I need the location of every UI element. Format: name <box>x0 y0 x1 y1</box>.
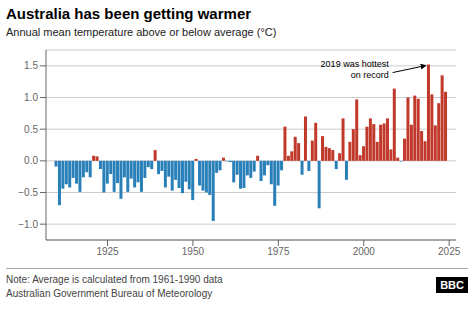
svg-text:−0.5: −0.5 <box>18 187 38 198</box>
svg-text:1975: 1975 <box>267 246 290 257</box>
html-text:BBC: BBC <box>440 279 464 291</box>
svg-text:1950: 1950 <box>182 246 205 257</box>
svg-text:1.5: 1.5 <box>24 60 38 71</box>
html-text:Australian Government Bureau o: Australian Government Bureau of Meteorol… <box>6 288 213 299</box>
svg-text:−1.0: −1.0 <box>18 219 38 230</box>
svg-text:1925: 1925 <box>96 246 119 257</box>
svg-text:2025: 2025 <box>438 246 461 257</box>
svg-text:0.0: 0.0 <box>24 155 38 166</box>
html-text:Australia has been getting war: Australia has been getting warmer <box>6 5 252 22</box>
html-text:Note: Average is calculated fr: Note: Average is calculated from 1961-19… <box>6 274 223 285</box>
svg-text:1.0: 1.0 <box>24 92 38 103</box>
svg-text:0.5: 0.5 <box>24 124 38 135</box>
html-text:Annual mean temperature above: Annual mean temperature above or below a… <box>6 26 277 38</box>
svg-text:2019 was hotteston record: 2019 was hotteston record <box>321 59 390 80</box>
svg-text:2000: 2000 <box>353 246 376 257</box>
